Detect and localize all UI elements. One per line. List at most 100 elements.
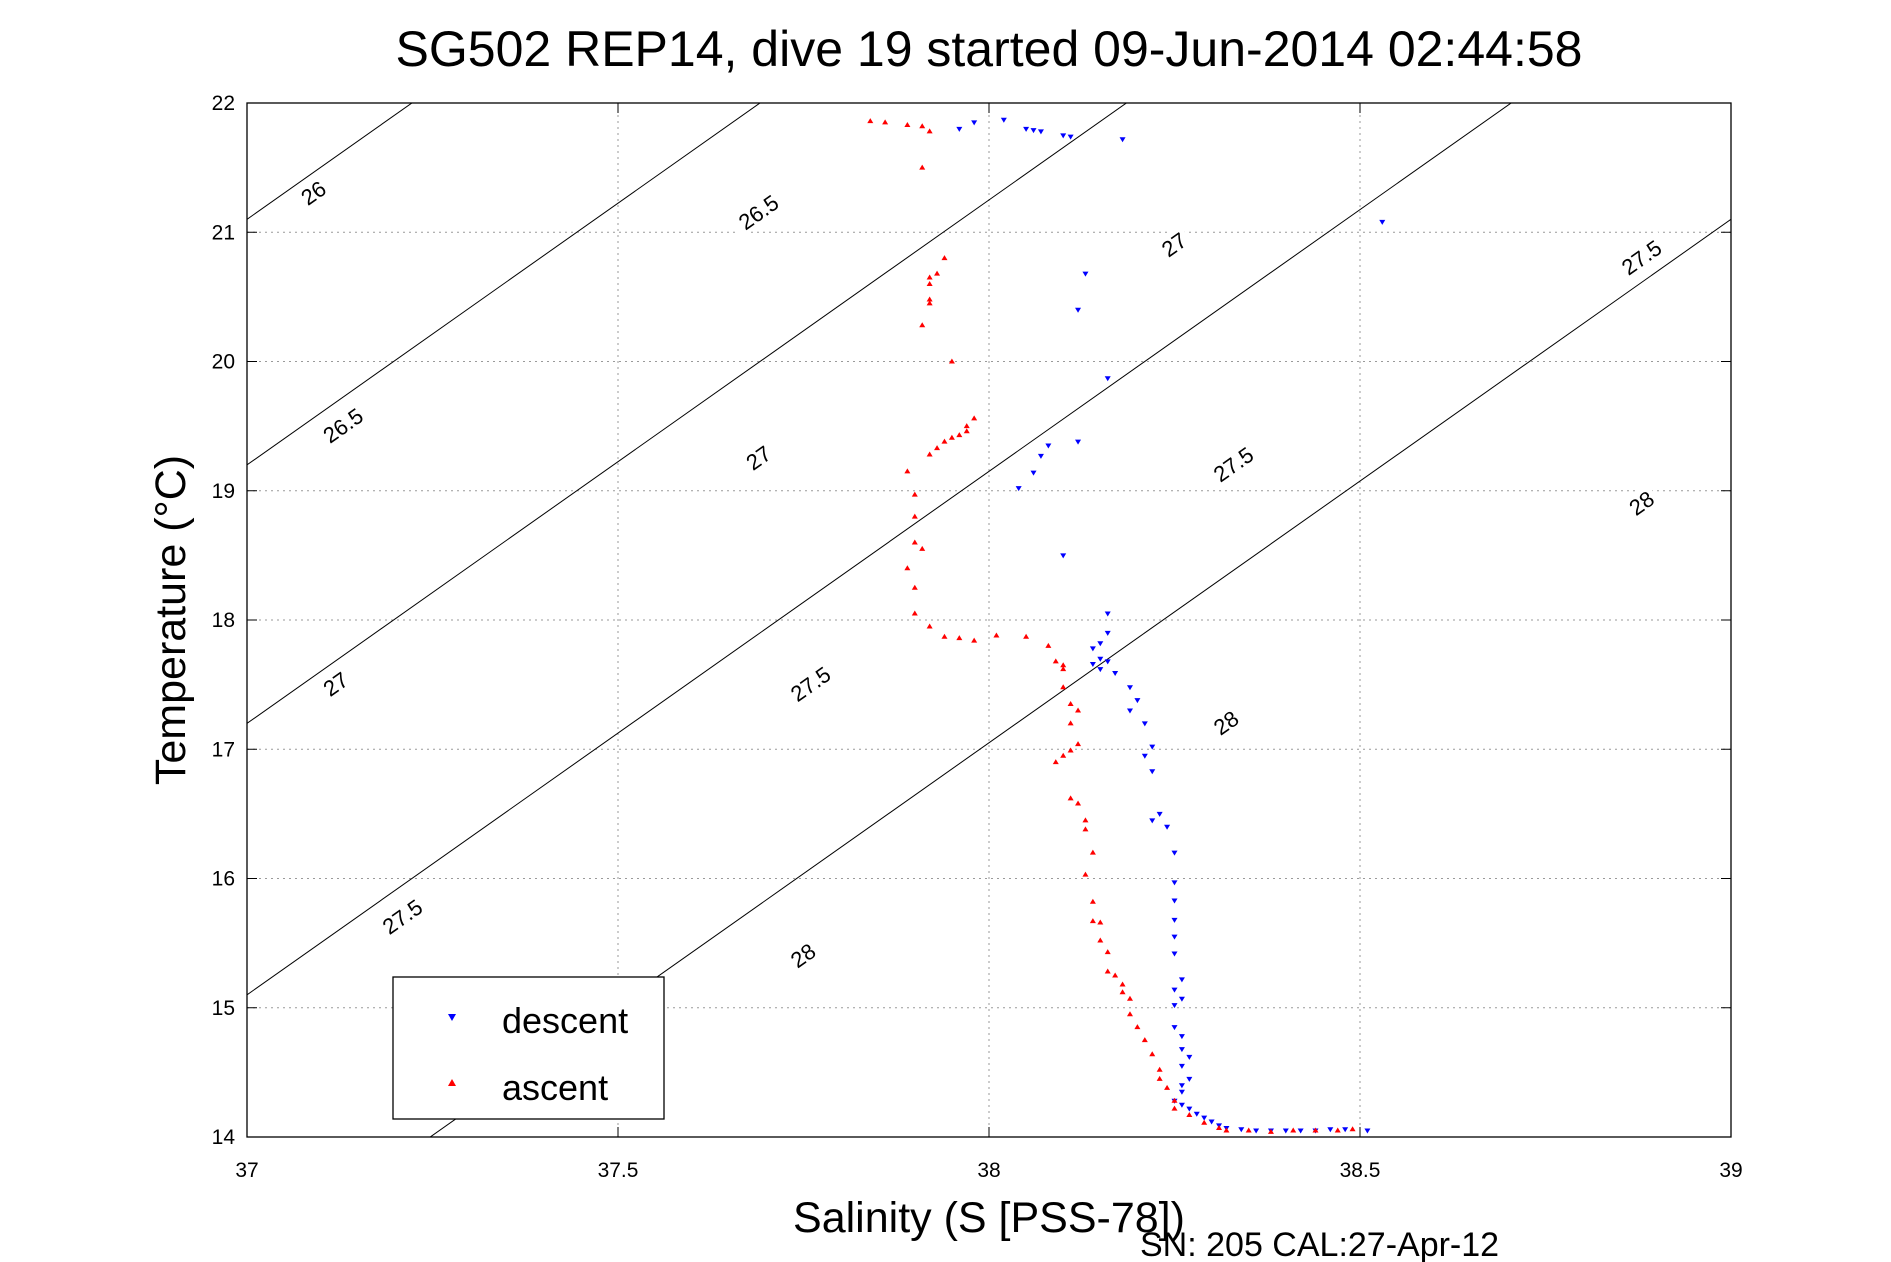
ascent-point bbox=[1097, 919, 1104, 925]
descent-point bbox=[1178, 1102, 1185, 1108]
descent-point bbox=[1171, 850, 1178, 856]
ascent-point bbox=[1097, 937, 1104, 943]
ascent-point bbox=[1201, 1119, 1208, 1125]
ascent-point bbox=[926, 274, 933, 280]
ascent-point bbox=[948, 358, 955, 364]
descent-point bbox=[1238, 1127, 1245, 1133]
descent-point bbox=[1015, 486, 1022, 492]
contour-label-bg bbox=[312, 398, 373, 451]
x-tick-label: 38.5 bbox=[1340, 1159, 1381, 1182]
y-tick-label: 16 bbox=[212, 868, 235, 891]
ascent-point bbox=[1104, 968, 1111, 974]
ascent-point bbox=[1060, 684, 1067, 690]
x-tick-label: 37.5 bbox=[598, 1159, 639, 1182]
ascent-point bbox=[1141, 1037, 1148, 1043]
y-axis-title: Temperature (°C) bbox=[147, 455, 195, 785]
descent-point bbox=[1253, 1128, 1260, 1134]
ascent-point bbox=[971, 637, 978, 643]
descent-point bbox=[1097, 667, 1104, 673]
ascent-point bbox=[1104, 949, 1111, 955]
ascent-point bbox=[1126, 1011, 1133, 1017]
ascent-point bbox=[1045, 642, 1052, 648]
descent-point bbox=[1104, 611, 1111, 617]
y-tick-label: 19 bbox=[212, 480, 235, 503]
data-points bbox=[867, 117, 1386, 1134]
ascent-point bbox=[1023, 633, 1030, 639]
descent-point bbox=[1075, 307, 1082, 313]
descent-point bbox=[1149, 818, 1156, 824]
ascent-point bbox=[904, 565, 911, 571]
ascent-point bbox=[1089, 849, 1096, 855]
ascent-point bbox=[1312, 1127, 1319, 1133]
ascent-point bbox=[1052, 658, 1059, 664]
descent-point bbox=[956, 126, 963, 132]
descent-point bbox=[1186, 1076, 1193, 1082]
ascent-point bbox=[963, 423, 970, 429]
descent-point bbox=[1171, 951, 1178, 957]
ascent-point bbox=[911, 539, 918, 545]
ascent-point bbox=[1119, 989, 1126, 995]
footer-sn-cal: SN: 205 CAL:27-Apr-12 bbox=[1140, 1226, 1499, 1262]
descent-point bbox=[1364, 1128, 1371, 1134]
ascent-point bbox=[1075, 707, 1082, 713]
descent-point bbox=[1141, 721, 1148, 727]
contour-label-bg bbox=[779, 657, 840, 709]
descent-point bbox=[1156, 811, 1163, 817]
contour-label-bg bbox=[737, 437, 778, 476]
y-tick-label: 14 bbox=[212, 1126, 236, 1149]
ascent-point bbox=[1067, 701, 1074, 707]
descent-point bbox=[1149, 744, 1156, 750]
ascent-point bbox=[1290, 1127, 1297, 1133]
descent-point bbox=[1178, 1047, 1185, 1053]
ascent-point bbox=[1075, 800, 1082, 806]
ascent-point bbox=[911, 610, 918, 616]
ascent-point bbox=[911, 491, 918, 497]
descent-point bbox=[1171, 987, 1178, 993]
ascent-point bbox=[956, 635, 963, 641]
descent-point bbox=[1297, 1128, 1304, 1134]
descent-point bbox=[1201, 1115, 1208, 1121]
ascent-point bbox=[1245, 1127, 1252, 1133]
descent-point bbox=[1342, 1127, 1349, 1133]
y-tick-label: 17 bbox=[212, 738, 235, 761]
contour-label-bg bbox=[782, 935, 823, 974]
chart-title: SG502 REP14, dive 19 started 09-Jun-2014… bbox=[396, 21, 1583, 77]
ascent-point bbox=[1216, 1124, 1223, 1130]
x-axis-title: Salinity (S [PSS-78]) bbox=[793, 1194, 1185, 1242]
y-tick-label: 20 bbox=[212, 351, 235, 374]
ascent-point bbox=[1126, 995, 1133, 1001]
descent-point bbox=[1037, 453, 1044, 459]
descent-point bbox=[1134, 698, 1141, 704]
ascent-point bbox=[904, 121, 911, 127]
descent-point bbox=[1126, 685, 1133, 691]
ascent-point bbox=[1067, 795, 1074, 801]
legend-descent-label: descent bbox=[502, 1000, 628, 1041]
ascent-point bbox=[1089, 918, 1096, 924]
y-tick-label: 22 bbox=[212, 92, 235, 115]
descent-point bbox=[1089, 661, 1096, 667]
y-tick-label: 18 bbox=[212, 609, 235, 632]
ascent-point bbox=[926, 451, 933, 457]
ascent-point bbox=[926, 623, 933, 629]
descent-point bbox=[1060, 553, 1067, 559]
ascent-point bbox=[1082, 826, 1089, 832]
descent-point bbox=[1067, 134, 1074, 140]
ascent-point bbox=[1082, 871, 1089, 877]
descent-point bbox=[1171, 898, 1178, 904]
axis-ticks: 37 37.5 38 38.5 39 14 15 16 17 18 19 20 21 22 bbox=[212, 92, 1743, 1182]
descent-point bbox=[971, 120, 978, 126]
ascent-point bbox=[911, 584, 918, 590]
legend-ascent-marker bbox=[448, 1079, 456, 1086]
descent-point bbox=[1186, 1106, 1193, 1112]
contour-label-bg bbox=[1202, 437, 1263, 490]
descent-point bbox=[1030, 470, 1037, 476]
ascent-point bbox=[1052, 759, 1059, 765]
descent-point bbox=[1141, 753, 1148, 759]
ascent-point bbox=[1060, 752, 1067, 758]
descent-point bbox=[1178, 1034, 1185, 1040]
ascent-point bbox=[919, 123, 926, 129]
descent-point bbox=[1171, 1025, 1178, 1031]
legend-ascent-label: ascent bbox=[502, 1067, 608, 1108]
ascent-point bbox=[1156, 1066, 1163, 1072]
